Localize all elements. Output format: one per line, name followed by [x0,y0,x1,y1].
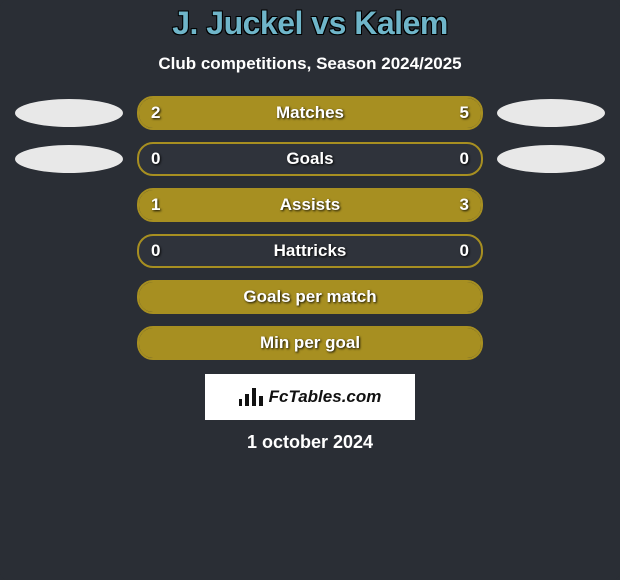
stat-label: Matches [276,103,344,123]
stat-value-right: 0 [460,149,469,169]
stat-bar: 1 3 Assists [137,188,483,222]
stat-row: 0 0 Hattricks [0,234,620,268]
stat-label: Goals per match [243,287,376,307]
stat-bar: Goals per match [137,280,483,314]
stat-row: 0 0 Goals [0,142,620,176]
bars-icon [239,388,263,406]
stat-value-right: 0 [460,241,469,261]
spacer [15,282,123,312]
stat-value-right: 5 [460,103,469,123]
player-badge-left [15,144,123,174]
card-subtitle: Club competitions, Season 2024/2025 [0,54,620,74]
stat-value-right: 3 [460,195,469,215]
stat-value-left: 0 [151,149,160,169]
stat-value-left: 1 [151,195,160,215]
spacer [497,328,605,358]
stat-label: Min per goal [260,333,360,353]
brand-badge[interactable]: FcTables.com [205,374,415,420]
spacer [15,328,123,358]
stat-row: Goals per match [0,280,620,314]
spacer [497,282,605,312]
player-badge-right [497,98,605,128]
stat-bar: 0 0 Hattricks [137,234,483,268]
stat-value-left: 0 [151,241,160,261]
stat-bar: Min per goal [137,326,483,360]
spacer [497,190,605,220]
stat-label: Assists [280,195,340,215]
stat-rows: 2 5 Matches 0 0 Goals 1 3 Assists 0 0 Hattricks Goal… [0,96,620,360]
date-text: 1 october 2024 [0,432,620,453]
stat-bar: 0 0 Goals [137,142,483,176]
bar-fill-right [225,190,482,220]
stat-row: 2 5 Matches [0,96,620,130]
spacer [15,236,123,266]
stat-label: Goals [286,149,333,169]
stat-value-left: 2 [151,103,160,123]
brand-text: FcTables.com [269,387,382,407]
spacer [15,190,123,220]
card-title: J. Juckel vs Kalem [0,5,620,42]
stat-row: 1 3 Assists [0,188,620,222]
bar-fill-right [237,98,481,128]
stat-bar: 2 5 Matches [137,96,483,130]
stat-label: Hattricks [274,241,347,261]
player-badge-left [15,98,123,128]
stat-row: Min per goal [0,326,620,360]
spacer [497,236,605,266]
comparison-card: J. Juckel vs Kalem Club competitions, Se… [0,0,620,580]
player-badge-right [497,144,605,174]
